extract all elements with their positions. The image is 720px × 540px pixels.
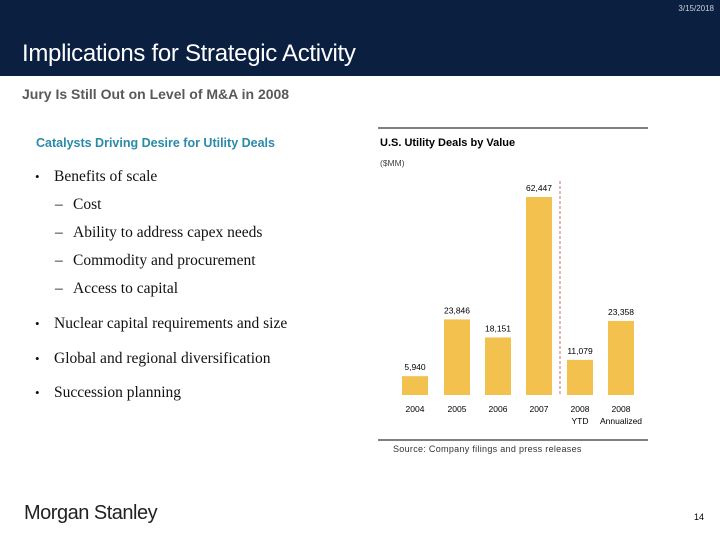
page-number: 14: [693, 512, 704, 522]
bullet-item: – Commodity and procurement: [55, 252, 256, 270]
category-label: Annualized: [600, 416, 642, 426]
category-label: 2007: [530, 404, 549, 414]
bullet-item: – Ability to address capex needs: [55, 224, 263, 242]
bar: [402, 376, 428, 395]
page-subtitle: Jury Is Still Out on Level of M&A in 200…: [22, 86, 290, 102]
chart-unit: ($MM): [380, 158, 405, 168]
bullet-text: Global and regional diversification: [54, 350, 271, 367]
bar: [608, 320, 634, 395]
bullet-text: Succession planning: [54, 384, 181, 401]
data-label: 62,447: [526, 183, 552, 193]
bullet-item: – Cost: [55, 196, 102, 214]
bar: [567, 359, 593, 395]
page-title: Implications for Strategic Activity: [22, 40, 356, 67]
bullet-icon: •: [35, 351, 40, 366]
morgan-stanley-logo: Morgan Stanley: [24, 502, 158, 524]
dash-icon: –: [55, 280, 63, 297]
bullet-icon: •: [35, 169, 40, 184]
category-label: 2004: [406, 404, 425, 414]
dash-icon: –: [55, 196, 63, 213]
bullet-text: Cost: [73, 196, 102, 213]
bar: [485, 337, 511, 395]
bullet-item: • Global and regional diversification: [35, 350, 271, 368]
category-label: 2005: [448, 404, 467, 414]
dash-icon: –: [55, 252, 63, 269]
dash-icon: –: [55, 224, 63, 241]
bullet-text: Ability to address capex needs: [73, 224, 263, 241]
category-label: 2008: [571, 404, 590, 414]
category-label: YTD: [572, 416, 589, 426]
bullet-icon: •: [35, 385, 40, 400]
source-note: Source: Company filings and press releas…: [393, 444, 582, 454]
data-label: 23,358: [608, 307, 634, 317]
data-label: 23,846: [444, 305, 470, 315]
catalysts-heading: Catalysts Driving Desire for Utility Dea…: [36, 136, 275, 150]
category-label: 2006: [489, 404, 508, 414]
bullet-text: Commodity and procurement: [73, 252, 256, 269]
bullet-item: • Nuclear capital requirements and size: [35, 315, 288, 333]
category-label: 2008: [612, 404, 631, 414]
chart-title: U.S. Utility Deals by Value: [380, 137, 515, 149]
data-label: 18,151: [485, 323, 511, 333]
bar: [444, 319, 470, 395]
bullet-text: Benefits of scale: [54, 168, 158, 185]
bullet-icon: •: [35, 316, 40, 331]
bullet-text: Access to capital: [73, 280, 179, 297]
bullet-item: • Benefits of scale: [35, 168, 158, 186]
bar: [526, 197, 552, 395]
bullet-item: • Succession planning: [35, 384, 181, 402]
bullet-text: Nuclear capital requirements and size: [54, 315, 288, 332]
date: 3/15/2018: [678, 4, 714, 13]
header-bar: 3/15/2018 Implications for Strategic Act…: [0, 0, 720, 76]
bullet-item: – Access to capital: [55, 280, 179, 298]
data-label: 5,940: [404, 362, 426, 372]
data-label: 11,079: [567, 346, 593, 356]
